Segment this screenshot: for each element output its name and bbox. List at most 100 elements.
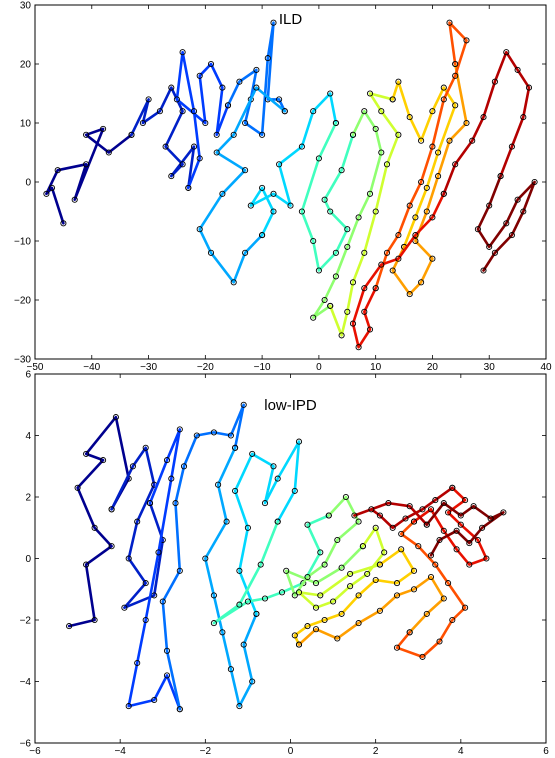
ild-data-point	[412, 232, 419, 239]
low-ipd-data-point	[321, 616, 328, 624]
low-ipd-data-point	[202, 555, 209, 562]
low-ipd-series-line	[297, 526, 386, 610]
low-ipd-data-point	[142, 580, 149, 587]
ild-data-point	[287, 202, 294, 209]
ild-data-point	[298, 143, 305, 150]
low-ipd-data-point	[180, 463, 188, 470]
ild-data-point	[315, 155, 322, 162]
ild-data-point	[378, 108, 385, 115]
low-ipd-data-point	[389, 524, 396, 531]
ild-series-line	[300, 121, 355, 272]
ild-data-point	[514, 66, 521, 73]
low-ipd-data-point	[291, 632, 298, 639]
low-ipd-data-point	[278, 589, 286, 596]
ild-data-point	[429, 143, 436, 150]
ild-data-point	[310, 314, 317, 321]
low-ipd-series-line	[353, 486, 454, 530]
low-ipd-data-point	[134, 659, 141, 667]
low-ipd-axes: −6 −4 −2 0 2 4 6 6 4 2 0 −2 −4 −6	[20, 370, 550, 758]
low-ipd-data-point	[449, 616, 456, 624]
low-ipd-data-point	[240, 641, 247, 648]
ild-data-point	[179, 108, 186, 115]
low-ipd-plot-area	[34, 373, 547, 744]
ild-data-point	[219, 190, 226, 197]
ild-data-point	[185, 184, 192, 191]
low-ipd-x-tick-label: −2	[200, 746, 212, 757]
ild-data-point	[452, 60, 459, 68]
ild-data-point	[281, 108, 288, 115]
ild-series-line	[45, 127, 133, 225]
low-ipd-data-point	[176, 426, 183, 433]
ild-data-point	[139, 119, 146, 127]
ild-data-point	[315, 267, 322, 274]
low-ipd-y-tick-label: −2	[20, 616, 32, 627]
low-ipd-panel: −6 −4 −2 0 2 4 6 6 4 2 0 −2 −4 −6 low-IPD	[20, 370, 550, 758]
ild-data-point	[276, 161, 283, 168]
low-ipd-data-point	[419, 653, 426, 660]
ild-data-point	[491, 249, 498, 256]
ild-data-point	[60, 220, 67, 227]
low-ipd-data-point	[483, 555, 490, 562]
low-ipd-data-point	[176, 567, 183, 574]
low-ipd-data-point	[253, 610, 260, 617]
low-ipd-series-line	[284, 495, 365, 597]
ild-data-point	[338, 167, 345, 174]
low-ipd-x-tick-label: 2	[373, 746, 379, 757]
ild-data-point	[253, 84, 260, 91]
low-ipd-data-point	[249, 678, 256, 685]
ild-y-tick-label: −20	[14, 296, 31, 307]
low-ipd-data-point	[244, 524, 251, 531]
ild-data-point	[213, 149, 220, 156]
ild-data-point	[321, 196, 328, 203]
low-ipd-data-point	[440, 527, 447, 534]
ild-data-point	[83, 131, 90, 138]
ild-data-point	[162, 143, 169, 150]
ild-series-line	[374, 21, 468, 290]
ild-data-point	[145, 96, 152, 103]
ild-data-point	[332, 273, 339, 280]
low-ipd-data-point	[91, 524, 98, 531]
low-ipd-data-point	[155, 549, 162, 556]
low-ipd-data-point	[193, 432, 200, 439]
low-ipd-data-point	[270, 463, 277, 470]
low-ipd-data-point	[376, 561, 383, 568]
low-ipd-data-point	[372, 524, 379, 531]
ild-data-point	[435, 149, 442, 156]
low-ipd-data-point	[249, 450, 256, 457]
low-ipd-data-point	[223, 518, 230, 525]
ild-data-point	[378, 261, 385, 268]
low-ipd-data-point	[257, 561, 264, 568]
low-ipd-data-point	[423, 521, 430, 528]
ild-data-point	[372, 125, 379, 132]
ild-data-point	[474, 226, 481, 233]
low-ipd-series-line	[293, 547, 416, 646]
low-ipd-data-point	[283, 567, 290, 574]
ild-data-point	[276, 96, 283, 103]
low-ipd-data-point	[291, 592, 298, 599]
low-ipd-data-point	[342, 493, 349, 501]
low-ipd-series-line	[395, 520, 467, 659]
ild-data-point	[491, 78, 498, 85]
low-ipd-data-point	[334, 536, 341, 544]
ild-data-point	[412, 237, 419, 245]
ild-data-point	[452, 102, 459, 109]
low-ipd-data-point	[163, 672, 171, 679]
low-ipd-data-point	[479, 524, 486, 531]
low-ipd-data-point	[355, 518, 362, 525]
low-ipd-series-14	[423, 500, 507, 559]
low-ipd-data-point	[83, 561, 90, 568]
ild-data-point	[395, 255, 402, 262]
low-ipd-data-point	[210, 429, 217, 436]
ild-data-point	[100, 125, 107, 132]
low-ipd-data-point	[236, 601, 243, 608]
low-ipd-chart-title: low-IPD	[264, 397, 317, 414]
ild-data-point	[361, 249, 368, 256]
ild-series-line	[391, 80, 457, 249]
low-ipd-data-point	[236, 703, 243, 710]
low-ipd-series-line	[412, 486, 488, 566]
low-ipd-data-point	[427, 506, 435, 513]
ild-series-line	[351, 192, 446, 349]
low-ipd-data-point	[134, 518, 141, 525]
low-ipd-data-point	[410, 567, 418, 574]
low-ipd-data-point	[163, 647, 171, 654]
